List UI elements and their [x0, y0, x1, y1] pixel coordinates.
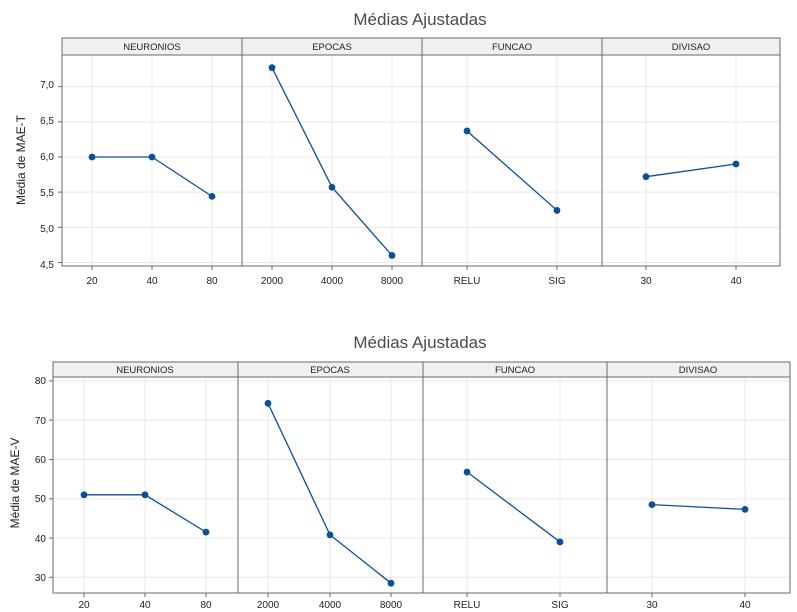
chart-title: Médias Ajustadas [353, 333, 486, 352]
mean-point [326, 531, 334, 539]
mean-point [642, 173, 650, 181]
x-tick-label: 4000 [321, 276, 344, 287]
mean-line [466, 471, 561, 543]
y-axis-label: Média de MAE-T [14, 114, 28, 205]
x-tick-label: 2000 [257, 600, 280, 611]
y-tick-label: 7,0 [40, 80, 54, 91]
panel-header-label: FUNCAO [495, 365, 535, 376]
mean-line [651, 503, 746, 510]
chart-mae-t: Médias Ajustadas Média de MAE-T 4,5 5,0 … [14, 10, 781, 287]
y-tick-labels: 30 40 50 60 70 80 [35, 376, 47, 584]
x-tick-label: 40 [139, 600, 151, 611]
panel-headers: NEURONIOS EPOCAS FUNCAO DIVISAO [61, 37, 781, 56]
y-tick-label: 5,0 [40, 224, 54, 235]
panel-header-label: DIVISAO [679, 365, 718, 376]
x-tick-label: 4000 [319, 600, 342, 611]
x-tick-label: 2000 [261, 276, 284, 287]
x-tick-label: 20 [86, 276, 98, 287]
x-tick-label: SIG [551, 600, 568, 611]
mean-point [387, 579, 395, 587]
x-tick-label: 20 [78, 600, 90, 611]
y-tick-labels: 4,5 5,0 5,5 6,0 6,5 7,0 [40, 80, 54, 271]
y-tick-label: 4,5 [40, 260, 54, 271]
plot-area [58, 54, 781, 270]
y-tick-label: 70 [35, 416, 47, 427]
mean-point [264, 399, 272, 407]
panel-frame [606, 376, 791, 594]
mean-point [463, 127, 471, 135]
x-tick-label: RELU [454, 600, 481, 611]
plot-area [49, 376, 791, 597]
panel-headers: NEURONIOS EPOCAS FUNCAO DIVISAO [52, 361, 791, 378]
x-tick-label: 80 [206, 276, 218, 287]
panel-frame [601, 54, 781, 267]
x-tick-label: 40 [146, 276, 158, 287]
chart-mae-v: Médias Ajustadas Média de MAE-V 30 40 50… [8, 333, 791, 611]
y-tick-label: 80 [35, 376, 47, 387]
mean-point [202, 528, 210, 536]
x-tick-label: RELU [454, 276, 481, 287]
panel-header-label: NEURONIOS [123, 42, 181, 53]
x-tick-label: 8000 [380, 600, 403, 611]
y-tick-label: 50 [35, 494, 47, 505]
mean-point [648, 501, 656, 509]
x-tick-label: 8000 [381, 276, 404, 287]
x-tick-labels: 20 40 80 2000 4000 8000 RELU SIG 30 40 [78, 600, 751, 611]
x-tick-label: 30 [646, 600, 658, 611]
mean-line [645, 163, 737, 178]
mean-point [388, 252, 396, 259]
mean-point [328, 183, 336, 191]
mean-point [80, 491, 88, 499]
mean-point [268, 64, 276, 72]
y-tick-label: 6,5 [40, 116, 54, 127]
x-tick-label: 40 [739, 600, 751, 611]
y-tick-label: 40 [35, 534, 47, 545]
mean-point [556, 538, 564, 546]
mean-point [732, 160, 740, 168]
panel-frame [422, 376, 608, 594]
x-tick-labels: 20 40 80 2000 4000 8000 RELU SIG 30 40 [86, 276, 742, 287]
y-axis-label: Média de MAE-V [8, 438, 22, 529]
panel-header-label: EPOCAS [312, 42, 352, 53]
mean-point [741, 505, 749, 513]
chart-title: Médias Ajustadas [353, 10, 486, 29]
mean-point [553, 207, 561, 214]
panel-header-label: FUNCAO [492, 42, 532, 53]
x-tick-label: 30 [640, 276, 652, 287]
mean-point [463, 468, 471, 476]
mean-point [148, 153, 156, 161]
mean-point [208, 192, 216, 200]
panel-header-label: DIVISAO [672, 42, 711, 53]
panel-header-label: NEURONIOS [116, 365, 174, 376]
x-tick-label: SIG [548, 276, 565, 287]
mean-line [466, 130, 558, 211]
mean-point [141, 491, 149, 499]
y-tick-label: 60 [35, 455, 47, 466]
x-tick-label: 80 [200, 600, 212, 611]
y-tick-label: 5,5 [40, 188, 54, 199]
x-tick-label: 40 [730, 276, 742, 287]
mean-point [88, 153, 96, 161]
y-tick-label: 30 [35, 573, 47, 584]
panel-header-label: EPOCAS [310, 365, 350, 376]
y-tick-label: 6,0 [40, 152, 54, 163]
